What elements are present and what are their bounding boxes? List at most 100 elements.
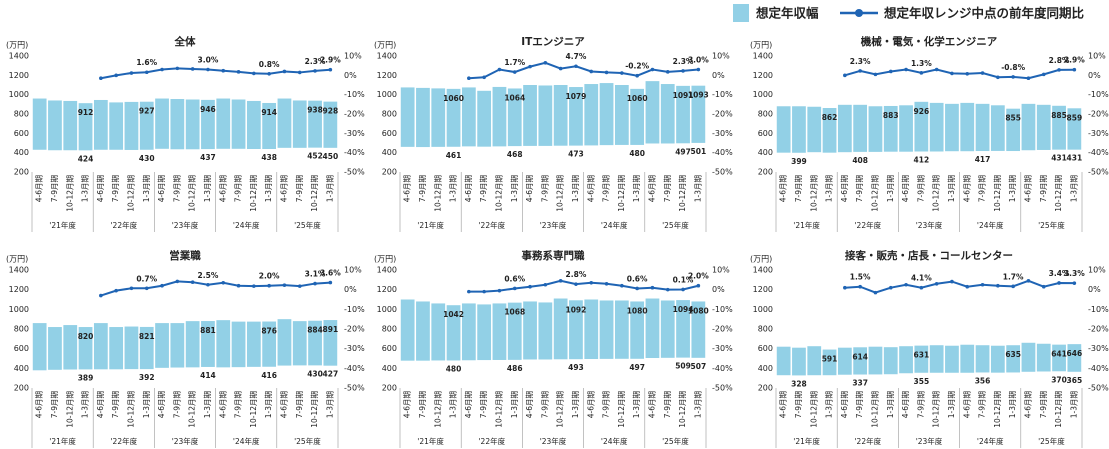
- range-bar: [1006, 108, 1021, 152]
- low-label: 486: [507, 364, 523, 373]
- high-label: 591: [822, 355, 838, 364]
- y2-tick-label: 10%: [712, 266, 730, 275]
- range-bar: [523, 301, 537, 360]
- high-label: 881: [200, 326, 216, 335]
- y-tick-label: 200: [758, 384, 773, 393]
- x-tick-label: 4-6月期: [586, 175, 595, 202]
- yoy-label: 1.3%: [911, 59, 932, 68]
- high-label: 635: [1005, 350, 1021, 359]
- x-tick-label: 4-6月期: [157, 175, 166, 202]
- y-axis-unit: (万円): [750, 41, 772, 50]
- yoy-marker: [950, 71, 954, 76]
- high-label: 859: [1067, 113, 1083, 122]
- range-bar: [822, 108, 837, 153]
- x-tick-label: 7-9月期: [234, 175, 243, 202]
- yoy-marker: [129, 286, 134, 291]
- range-bar: [507, 302, 522, 360]
- y-tick-label: 600: [758, 129, 773, 138]
- y-tick-label: 800: [14, 325, 29, 334]
- yoy-marker: [1026, 279, 1031, 283]
- x-tick-label: 4-6月期: [279, 391, 288, 418]
- x-group-label: '24年度: [233, 436, 260, 446]
- yoy-line: [844, 279, 1075, 294]
- range-bar: [975, 103, 990, 152]
- y2-tick-label: -50%: [344, 384, 365, 393]
- range-bar: [216, 98, 231, 149]
- y-tick-label: 1000: [377, 305, 397, 314]
- yoy-marker: [650, 67, 655, 72]
- high-label: 1094: [673, 305, 694, 314]
- y-tick-label: 400: [14, 364, 29, 373]
- range-bar: [630, 301, 645, 359]
- range-bar: [990, 345, 1005, 373]
- range-bar: [553, 85, 568, 146]
- x-group-label: '25年度: [662, 436, 689, 446]
- legend-marker: [855, 9, 863, 17]
- y-tick-label: 600: [758, 344, 773, 353]
- x-tick-label: 1-3月期: [571, 391, 580, 418]
- x-group-label: '23年度: [172, 220, 199, 230]
- x-tick-label: 1-3月期: [947, 391, 956, 418]
- y-axis-unit: (万円): [6, 41, 28, 50]
- high-label: 821: [139, 332, 155, 341]
- range-bar: [691, 301, 706, 358]
- yoy-marker: [965, 284, 970, 289]
- y2-tick-label: -40%: [1088, 364, 1109, 373]
- yoy-marker: [1011, 284, 1015, 289]
- x-tick-label: 10-12月期: [870, 175, 879, 212]
- range-bar: [945, 103, 959, 152]
- high-label: 614: [852, 352, 868, 361]
- y2-tick-label: -10%: [1088, 305, 1109, 314]
- y2-tick-label: -20%: [712, 325, 733, 334]
- yoy-marker: [1057, 68, 1061, 72]
- low-label: 328: [791, 379, 807, 388]
- x-tick-label: 4-6月期: [901, 391, 910, 418]
- yoy-marker: [589, 280, 594, 285]
- range-bar: [292, 321, 307, 366]
- x-tick-label: 7-9月期: [602, 391, 611, 418]
- yoy-marker: [144, 70, 149, 75]
- yoy-marker: [328, 280, 333, 285]
- range-bar: [676, 300, 690, 358]
- yoy-marker: [980, 71, 985, 75]
- yoy-label: 4.1%: [911, 274, 932, 283]
- yoy-marker: [888, 69, 893, 74]
- x-tick-label: 10-12月期: [617, 391, 626, 428]
- yoy-marker: [604, 70, 609, 75]
- x-tick-label: 10-12月期: [494, 391, 503, 428]
- chart-title: 事務系専門職: [522, 249, 585, 262]
- yoy-marker: [190, 67, 195, 71]
- yoy-line: [100, 67, 331, 80]
- x-tick-label: 1-3月期: [632, 175, 641, 202]
- yoy-marker: [1011, 75, 1015, 79]
- range-bar: [914, 345, 929, 373]
- low-label: 480: [629, 149, 645, 158]
- yoy-marker: [482, 289, 486, 294]
- y-tick-label: 1200: [377, 71, 397, 80]
- yoy-marker: [888, 285, 893, 290]
- range-bar: [1021, 103, 1036, 151]
- x-tick-label: 10-12月期: [993, 175, 1002, 212]
- yoy-marker: [160, 67, 164, 72]
- yoy-marker: [236, 283, 241, 288]
- yoy-marker: [313, 69, 317, 73]
- x-tick-label: 4-6月期: [464, 175, 473, 202]
- range-bar: [431, 88, 446, 147]
- x-tick-label: 4-6月期: [218, 175, 227, 202]
- yoy-marker: [1041, 72, 1046, 77]
- y-tick-label: 600: [14, 344, 29, 353]
- x-tick-label: 10-12月期: [678, 391, 687, 428]
- high-label: 631: [914, 351, 930, 360]
- x-group-label: '25年度: [662, 220, 689, 230]
- x-tick-label: 1-3月期: [693, 175, 702, 202]
- yoy-marker: [558, 279, 563, 283]
- range-bar: [48, 100, 62, 151]
- x-tick-label: 10-12月期: [433, 391, 442, 428]
- y2-tick-label: -10%: [1088, 90, 1109, 99]
- range-bar: [792, 106, 806, 153]
- x-tick-label: 10-12月期: [310, 391, 319, 428]
- x-tick-label: 1-3月期: [81, 391, 90, 418]
- high-label: 927: [139, 107, 155, 116]
- yoy-marker: [252, 71, 256, 76]
- x-tick-label: 7-9月期: [540, 175, 549, 202]
